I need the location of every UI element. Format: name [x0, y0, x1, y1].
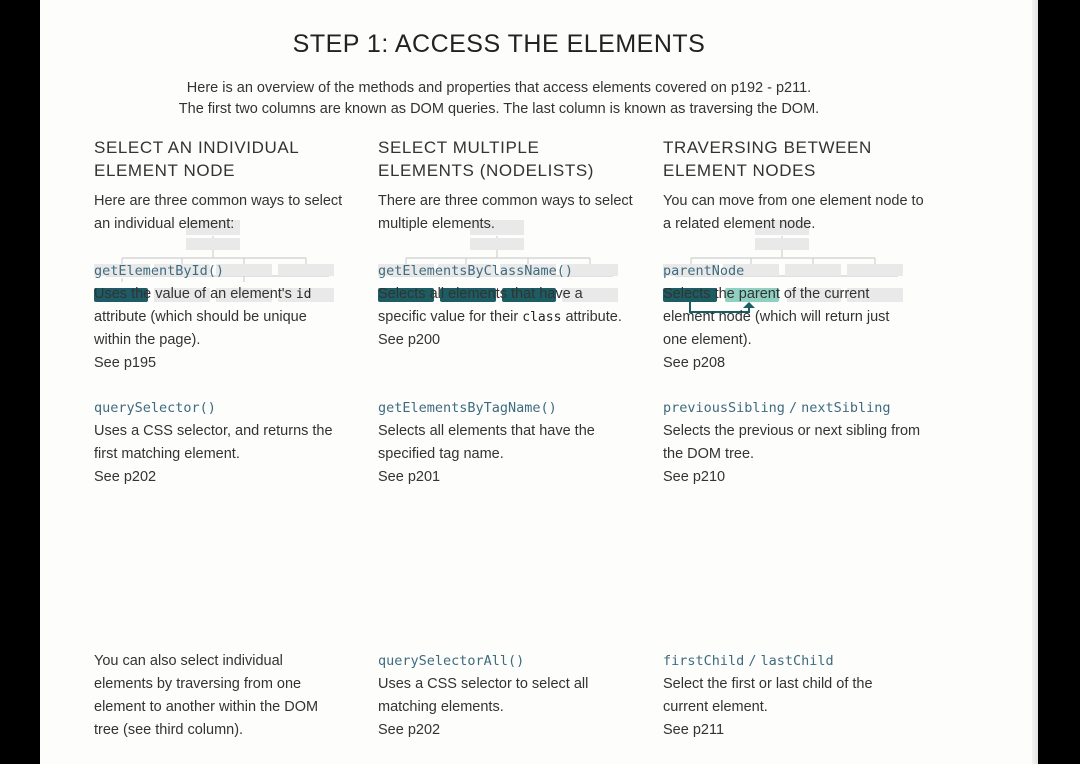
- heading-line-2: ELEMENTS (NODELISTS): [378, 161, 595, 180]
- inline-code: class: [522, 310, 562, 325]
- inline-code: id: [295, 287, 312, 302]
- page-edge: [1032, 0, 1038, 764]
- property-names: previousSibling / nextSibling: [663, 397, 933, 420]
- page-reference: See p201: [378, 469, 441, 485]
- column-heading: TRAVERSING BETWEEN ELEMENT NODES: [663, 136, 923, 188]
- method-name: querySelector(): [94, 400, 216, 416]
- separator: /: [748, 653, 757, 669]
- desc-text: attribute.: [565, 309, 622, 325]
- current-node: [663, 288, 717, 302]
- page-reference: See p202: [378, 722, 441, 738]
- property-description: Selects the previous or next sibling fro…: [663, 423, 921, 462]
- method-entry: querySelector() Uses a CSS selector, and…: [94, 397, 342, 489]
- property-description: Select the first or last child of the cu…: [663, 676, 873, 715]
- method-description: Uses a CSS selector, and returns the fir…: [94, 423, 333, 462]
- selected-node: [502, 288, 556, 302]
- intro-text: Here is an overview of the methods and p…: [40, 78, 958, 120]
- desc-text: Selects all elements that have a specifi…: [378, 286, 583, 325]
- sibling-node: [725, 288, 779, 302]
- property-description: Selects the parent of the current elemen…: [663, 286, 890, 348]
- property-name: lastChild: [760, 653, 834, 669]
- selected-node: [94, 288, 148, 302]
- column-select-individual: SELECT AN INDIVIDUAL ELEMENT NODE: [94, 136, 354, 316]
- lead-paragraph: There are three common ways to select mu…: [378, 193, 633, 232]
- separator: /: [788, 400, 798, 416]
- dom-tree-svg: [378, 220, 618, 302]
- note-paragraph: You can also select individual elements …: [94, 653, 319, 738]
- method-name: querySelectorAll(): [378, 653, 525, 669]
- page-reference: See p195: [94, 355, 157, 371]
- method-entry: getElementById() Uses the value of an el…: [94, 260, 342, 375]
- method-entry: parentNode Selects the parent of the cur…: [663, 260, 913, 375]
- column-select-multiple: SELECT MULTIPLE ELEMENTS (NODELISTS): [378, 136, 638, 316]
- intro-line-1: Here is an overview of the methods and p…: [186, 80, 812, 96]
- method-description: Uses a CSS selector to select all matchi…: [378, 676, 589, 715]
- method-entry: firstChild / lastChild Select the first …: [663, 650, 913, 742]
- selected-node: [440, 288, 496, 302]
- page-reference: See p211: [663, 722, 725, 738]
- method-description: Selects all elements that have the speci…: [378, 423, 595, 462]
- desc-text: attribute (which should be unique within…: [94, 309, 307, 348]
- selected-node: [378, 288, 434, 302]
- intro-line-2: The first two columns are known as DOM q…: [178, 101, 820, 117]
- arrow-head-icon: [743, 302, 755, 308]
- lead-paragraph: You can move from one element node to a …: [663, 193, 924, 232]
- method-description: Uses the value of an element's id attrib…: [94, 283, 342, 352]
- page-reference: See p208: [663, 355, 726, 371]
- heading-line-1: SELECT MULTIPLE: [378, 138, 540, 157]
- method-entry: querySelectorAll() Uses a CSS selector t…: [378, 650, 628, 742]
- heading-line-2: ELEMENT NODE: [94, 161, 236, 180]
- column-heading: SELECT AN INDIVIDUAL ELEMENT NODE: [94, 136, 354, 188]
- page-title: STEP 1: ACCESS THE ELEMENTS: [292, 30, 706, 58]
- property-name: parentNode: [663, 263, 745, 279]
- method-name: getElementsByTagName(): [378, 400, 557, 416]
- method-name: getElementById(): [94, 263, 225, 279]
- method-description: Selects all elements that have a specifi…: [378, 283, 628, 329]
- traverse-arrow: [689, 302, 750, 313]
- dom-tree-diagram: [663, 206, 903, 316]
- property-names: firstChild / lastChild: [663, 650, 913, 673]
- page-reference: See p200: [378, 332, 441, 348]
- heading-line-1: TRAVERSING BETWEEN: [663, 138, 872, 157]
- desc-text: Uses the value of an element's: [94, 286, 292, 302]
- page-reference: See p202: [94, 469, 157, 485]
- book-page: STEP 1: ACCESS THE ELEMENTS Here is an o…: [40, 0, 1038, 764]
- method-entry: getElementsByTagName() Selects all eleme…: [378, 397, 628, 489]
- column-traversing: TRAVERSING BETWEEN ELEMENT NODES: [663, 136, 923, 316]
- heading-line-1: SELECT AN INDIVIDUAL: [94, 138, 300, 157]
- dom-tree-svg: [94, 220, 334, 302]
- property-name: previousSibling: [663, 400, 785, 416]
- method-entry: previousSibling / nextSibling Selects th…: [663, 397, 933, 489]
- property-name: nextSibling: [801, 400, 891, 416]
- method-name: getElementsByClassName(): [378, 263, 574, 279]
- method-entry: getElementsByClassName() Selects all ele…: [378, 260, 628, 352]
- page-reference: See p210: [663, 469, 726, 485]
- dom-tree-svg: [663, 220, 903, 313]
- dom-tree-diagram: [94, 206, 334, 316]
- heading-line-2: ELEMENT NODES: [663, 161, 816, 180]
- property-name: firstChild: [663, 653, 745, 669]
- lead-paragraph: Here are three common ways to select an …: [94, 193, 343, 232]
- column-heading: SELECT MULTIPLE ELEMENTS (NODELISTS): [378, 136, 638, 188]
- dom-tree-diagram: [378, 206, 618, 316]
